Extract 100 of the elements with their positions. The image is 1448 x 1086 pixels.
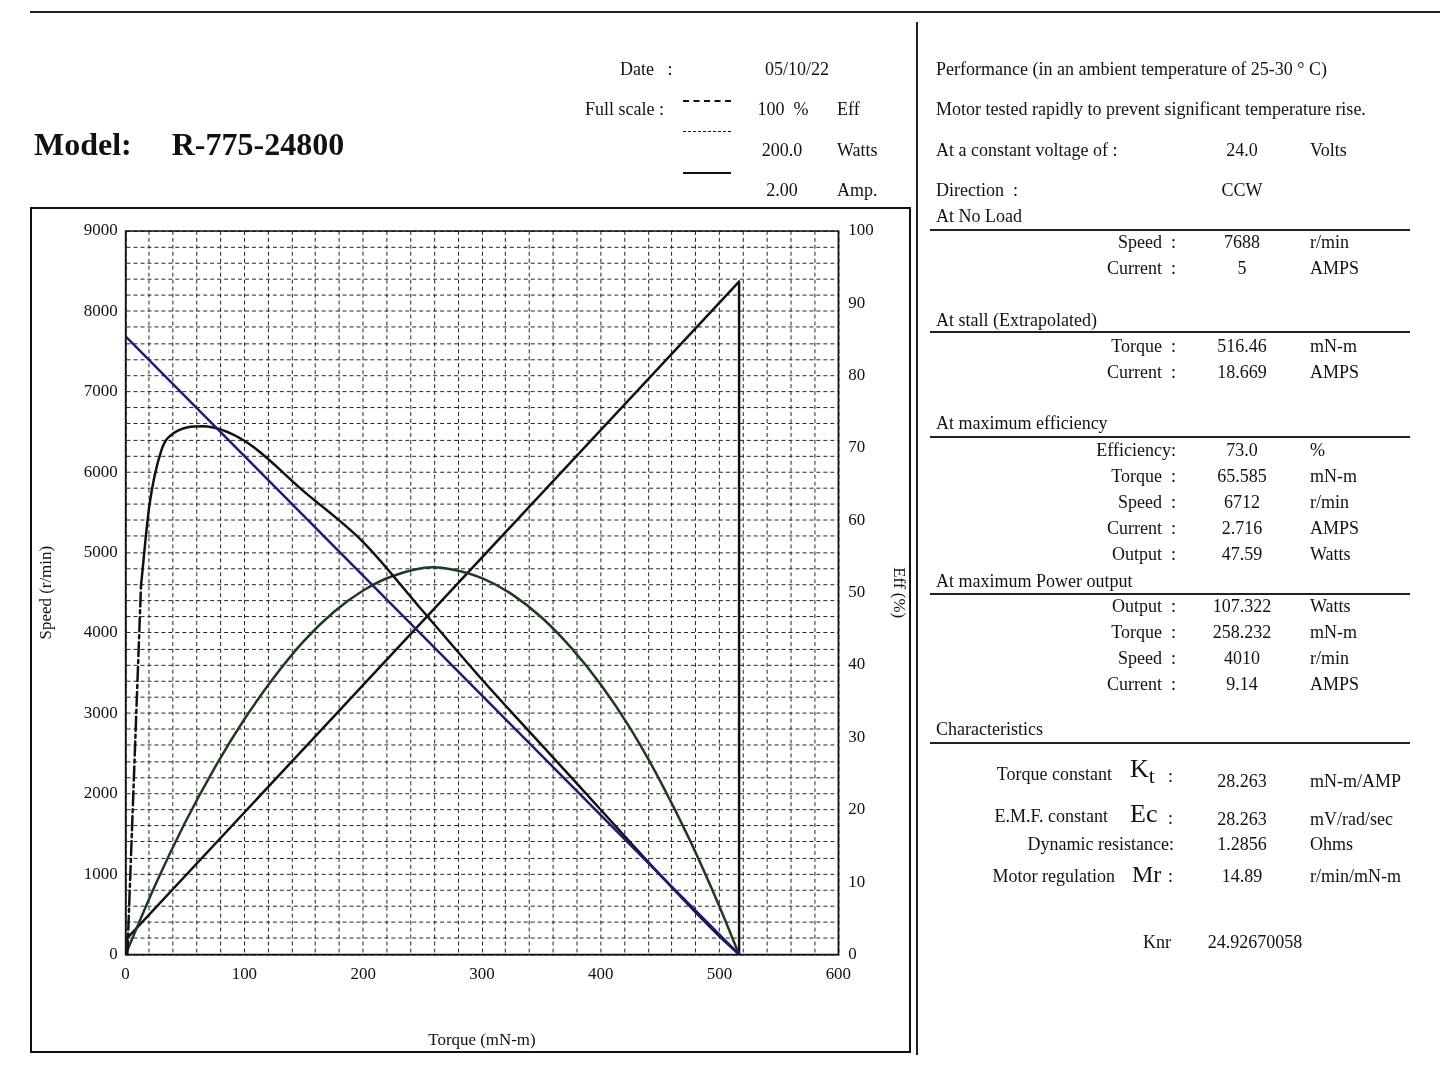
text: Current :: [1107, 674, 1176, 694]
y2-tick-label: 70: [848, 437, 866, 457]
y-tick-label: 0: [109, 943, 118, 963]
text: Full scale :: [585, 99, 664, 119]
y2-tick-label: 30: [848, 726, 866, 746]
text: 28.263: [1217, 771, 1267, 791]
text: Output :: [1111, 544, 1176, 564]
text: 73.0: [1226, 440, 1258, 460]
y2-axis-title: Eff (%): [890, 567, 910, 619]
text: Watts: [1310, 596, 1351, 616]
text: 24.0: [1226, 140, 1258, 160]
text: 14.89: [1221, 866, 1263, 886]
text: Watts: [837, 140, 878, 160]
y2-tick-label: 20: [848, 799, 866, 819]
chart-title: Model: R-775-24800: [34, 126, 345, 163]
x-tick-label: 300: [469, 964, 495, 984]
text: Ohms: [1310, 834, 1354, 854]
text: 05/10/22: [764, 59, 830, 79]
text: 200.0: [761, 140, 803, 160]
y2-tick-label: 100: [848, 220, 874, 240]
text: Motor tested rapidly to prevent significant temperature rise.: [936, 99, 1366, 119]
text: At maximum efficiency: [936, 413, 1108, 433]
text: mN-m: [1310, 466, 1357, 486]
x-tick-label: 100: [231, 964, 258, 984]
text: 5: [1237, 258, 1247, 278]
y2-tick-label: 40: [848, 654, 866, 674]
text: :: [1168, 808, 1174, 828]
text: 107.322: [1212, 596, 1272, 616]
y-tick-label: 4000: [83, 622, 118, 642]
text: Efficiency:: [1096, 440, 1176, 460]
text: Date :: [620, 59, 673, 79]
text: %: [1310, 440, 1325, 460]
text: r/min: [1310, 492, 1349, 512]
text: Speed :: [1118, 648, 1176, 668]
y-tick-label: 9000: [83, 220, 118, 240]
x-tick-label: 200: [350, 964, 376, 984]
text: Output :: [1111, 596, 1176, 616]
text: 516.46: [1217, 336, 1267, 356]
y2-tick-label: 80: [848, 365, 866, 385]
y-tick-label: 3000: [83, 702, 118, 722]
y-tick-label: 1000: [83, 863, 118, 883]
text: Amp.: [837, 180, 878, 200]
y2-tick-label: 90: [848, 292, 866, 312]
text: Current :: [1107, 518, 1176, 538]
y-tick-label: 8000: [83, 300, 118, 320]
text: Speed :: [1118, 232, 1176, 252]
text: :: [1168, 766, 1174, 786]
text: Direction :: [936, 180, 1018, 200]
text: 1.2856: [1217, 834, 1267, 854]
text: Torque :: [1111, 336, 1176, 356]
y-tick-label: 6000: [83, 461, 118, 481]
text: 65.585: [1217, 466, 1267, 486]
text: At a constant voltage of :: [936, 140, 1118, 160]
text: r/min/mN-m: [1310, 866, 1401, 886]
text: AMPS: [1310, 518, 1360, 538]
text: 2.716: [1221, 518, 1263, 538]
x-tick-label: 500: [706, 964, 733, 984]
y2-tick-label: 10: [848, 871, 866, 891]
text: Volts: [1310, 140, 1347, 160]
x-tick-label: 400: [588, 964, 614, 984]
text: 2.00: [766, 180, 798, 200]
text: Current :: [1107, 362, 1176, 382]
x-axis-title: Torque (mN-m): [428, 1030, 536, 1050]
text: E.M.F. constant: [994, 806, 1108, 826]
text: At No Load: [936, 206, 1022, 226]
text: Torque :: [1111, 466, 1176, 486]
text: At maximum Power output: [936, 571, 1133, 591]
y2-tick-label: 0: [848, 943, 857, 963]
text: Current :: [1107, 258, 1176, 278]
text: 18.669: [1217, 362, 1267, 382]
text: Torque constant: [996, 764, 1112, 784]
y-tick-label: 7000: [83, 381, 118, 401]
text: 258.232: [1212, 622, 1272, 642]
text: CCW: [1221, 180, 1263, 200]
text: Torque :: [1111, 622, 1176, 642]
y2-tick-label: 50: [848, 582, 866, 602]
y-tick-label: 5000: [83, 541, 118, 561]
text: 6712: [1224, 492, 1260, 512]
text: At stall (Extrapolated): [936, 310, 1097, 330]
text: Dynamic resistance:: [1027, 834, 1174, 854]
y-axis-title: Speed (r/min): [35, 545, 55, 640]
text: 28.263: [1217, 809, 1267, 829]
text: mN-m: [1310, 622, 1357, 642]
text: Characteristics: [936, 719, 1043, 739]
text: r/min: [1310, 232, 1349, 252]
text: AMPS: [1310, 674, 1360, 694]
text: 7688: [1224, 232, 1260, 252]
text: mV/rad/sec: [1310, 809, 1393, 829]
text: mN-m: [1310, 336, 1357, 356]
text: 47.59: [1221, 544, 1263, 564]
text: 24.92670058: [1207, 932, 1303, 952]
text: Knr: [1143, 932, 1171, 952]
text: 100 %: [757, 99, 809, 119]
text: mN-m/AMP: [1310, 771, 1402, 791]
text: Mr: [1132, 861, 1162, 887]
y-tick-label: 2000: [83, 783, 118, 803]
text: Eff: [837, 99, 860, 119]
text: Performance (in an ambient temperature of 25-30 ° C): [936, 59, 1328, 79]
text: Motor regulation: [992, 866, 1115, 886]
text: AMPS: [1310, 362, 1360, 382]
